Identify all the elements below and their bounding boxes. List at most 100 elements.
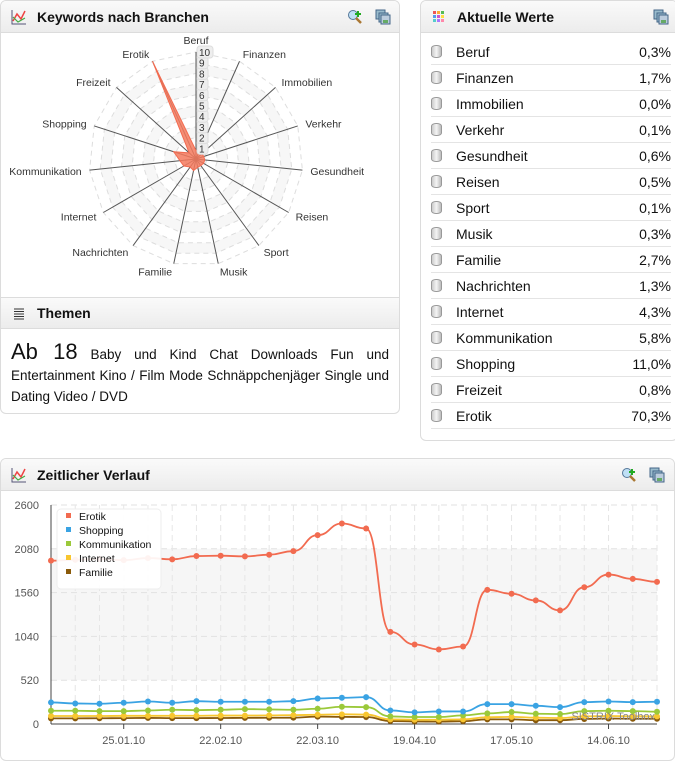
radar-axis-label: Internet	[61, 212, 97, 224]
watermark: SISTRIX Toolbox	[571, 711, 655, 723]
value-row[interactable]: Finanzen 1,7%	[431, 65, 671, 91]
line-chart: 0 520 1040 1560 2080 2600 25.01.10 22.02.10 22.0…	[15, 500, 660, 747]
radar-axis	[89, 158, 197, 171]
chart-icon	[11, 9, 26, 24]
radar-axis	[132, 158, 197, 246]
data-point-shopping	[363, 694, 370, 701]
data-point-shopping	[96, 700, 103, 707]
radar-axis-label: Familie	[138, 266, 172, 278]
legend-swatch	[66, 555, 71, 560]
value-label: Reisen	[456, 173, 500, 190]
radar-tick-label: 3	[199, 123, 205, 134]
data-point-internet	[169, 712, 176, 719]
radar-axis	[195, 158, 303, 171]
radar-axis-label: Gesundheit	[310, 166, 364, 178]
save-copy-icon[interactable]	[649, 467, 665, 483]
value-label: Immobilien	[456, 95, 524, 112]
data-point-kommunikation	[241, 706, 248, 713]
data-point-kommunikation	[169, 706, 176, 713]
radar-tick-label: 7	[199, 80, 205, 91]
y-tick-label: 0	[33, 719, 39, 731]
data-point-shopping	[241, 698, 248, 705]
data-point-kommunikation	[144, 707, 151, 714]
data-point-internet	[363, 711, 370, 718]
data-point-erotik	[290, 548, 297, 555]
data-point-shopping	[290, 698, 297, 705]
keywords-panel: Keywords nach Branchen Beruf Finanzen Immo…	[0, 0, 400, 414]
data-point-kommunikation	[96, 708, 103, 715]
radar-tick-label: 5	[199, 102, 205, 113]
data-point-internet	[193, 712, 200, 719]
data-point-shopping	[169, 699, 176, 706]
value-row[interactable]: Shopping 11,0%	[431, 351, 671, 377]
radar-axis-label: Freizeit	[76, 77, 111, 89]
theme-ab18[interactable]: Ab 18	[11, 339, 78, 364]
data-point-erotik	[169, 556, 176, 563]
data-point-shopping	[48, 699, 54, 706]
value-row[interactable]: Musik 0,3%	[431, 221, 671, 247]
value-row[interactable]: Gesundheit 0,6%	[431, 143, 671, 169]
value-row[interactable]: Sport 0,1%	[431, 195, 671, 221]
value-percent: 0,3%	[639, 225, 671, 242]
value-label: Gesundheit	[456, 147, 528, 164]
radar-chart: Beruf Finanzen Immobilien Verkehr Gesundheit…	[9, 35, 364, 278]
value-row[interactable]: Familie 2,7%	[431, 247, 671, 273]
data-point-kommunikation	[411, 714, 418, 721]
database-icon	[431, 253, 442, 266]
value-row[interactable]: Freizeit 0,8%	[431, 377, 671, 403]
data-point-shopping	[605, 698, 612, 705]
value-label: Sport	[456, 199, 490, 216]
data-point-internet	[338, 711, 345, 718]
data-point-shopping	[120, 699, 127, 706]
data-point-kommunikation	[193, 707, 200, 714]
value-row[interactable]: Erotik 70,3%	[431, 403, 671, 429]
database-icon	[431, 149, 442, 162]
radar-axis	[195, 158, 219, 264]
data-point-kommunikation	[484, 710, 491, 717]
value-label: Finanzen	[456, 69, 514, 86]
data-point-kommunikation	[387, 713, 394, 720]
data-point-internet	[314, 711, 321, 718]
value-label: Musik	[456, 225, 493, 242]
value-percent: 0,6%	[639, 147, 671, 164]
themes-header: Themen	[1, 297, 399, 329]
save-copy-icon[interactable]	[375, 9, 391, 25]
data-point-shopping	[532, 702, 539, 709]
data-point-shopping	[484, 701, 491, 708]
zoom-plus-icon[interactable]	[347, 9, 363, 25]
value-label: Familie	[456, 251, 502, 268]
legend-label: Kommunikation	[79, 539, 152, 551]
value-row[interactable]: Kommunikation 5,8%	[431, 325, 671, 351]
y-tick-label: 1560	[15, 588, 39, 600]
radar-tick-label: 9	[199, 59, 205, 70]
zoom-plus-icon[interactable]	[621, 467, 637, 483]
value-row[interactable]: Internet 4,3%	[431, 299, 671, 325]
value-label: Verkehr	[456, 121, 505, 138]
value-row[interactable]: Immobilien 0,0%	[431, 91, 671, 117]
radar-axis-label: Immobilien	[281, 77, 332, 89]
data-point-shopping	[193, 698, 200, 705]
value-row[interactable]: Nachrichten 1,3%	[431, 273, 671, 299]
value-row[interactable]: Verkehr 0,1%	[431, 117, 671, 143]
data-point-erotik	[363, 525, 370, 532]
value-label: Internet	[456, 303, 504, 320]
legend-label: Familie	[79, 567, 113, 579]
save-copy-icon[interactable]	[653, 9, 669, 25]
database-icon	[431, 383, 442, 396]
data-point-erotik	[387, 628, 394, 635]
data-point-erotik	[338, 520, 345, 527]
data-point-shopping	[72, 700, 79, 707]
radar-axis	[173, 158, 197, 264]
data-point-internet	[654, 713, 660, 720]
x-tick-label: 25.01.10	[102, 735, 145, 747]
value-row[interactable]: Reisen 0,5%	[431, 169, 671, 195]
theme-items[interactable]: Baby und Kind Chat Downloads Fun und Ent…	[11, 347, 389, 404]
value-row[interactable]: Beruf 0,3%	[431, 39, 671, 65]
data-point-shopping	[314, 695, 321, 702]
color-grid-icon	[433, 10, 444, 22]
radar-axis-label: Nachrichten	[72, 247, 128, 259]
data-point-shopping	[144, 698, 151, 705]
data-point-kommunikation	[557, 711, 564, 718]
radar-axis	[195, 87, 276, 160]
timeline-title: Zeitlicher Verlauf	[37, 466, 150, 483]
